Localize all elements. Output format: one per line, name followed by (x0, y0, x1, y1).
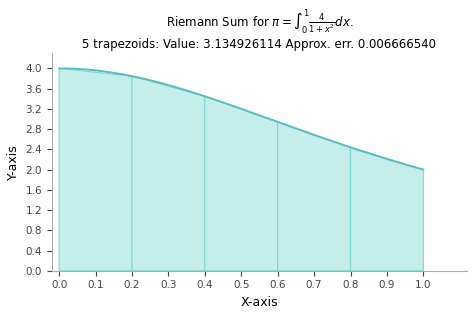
Polygon shape (278, 122, 350, 271)
Polygon shape (205, 96, 278, 271)
Polygon shape (132, 76, 205, 271)
Polygon shape (350, 147, 423, 271)
Polygon shape (59, 68, 132, 271)
Y-axis label: Y-axis: Y-axis (7, 144, 20, 180)
X-axis label: X-axis: X-axis (241, 296, 278, 309)
Title: Riemann Sum for $\pi = \int_0^1 \frac{4}{1+x^2}dx$.
5 trapezoids: Value: 3.13492: Riemann Sum for $\pi = \int_0^1 \frac{4}… (82, 7, 437, 51)
